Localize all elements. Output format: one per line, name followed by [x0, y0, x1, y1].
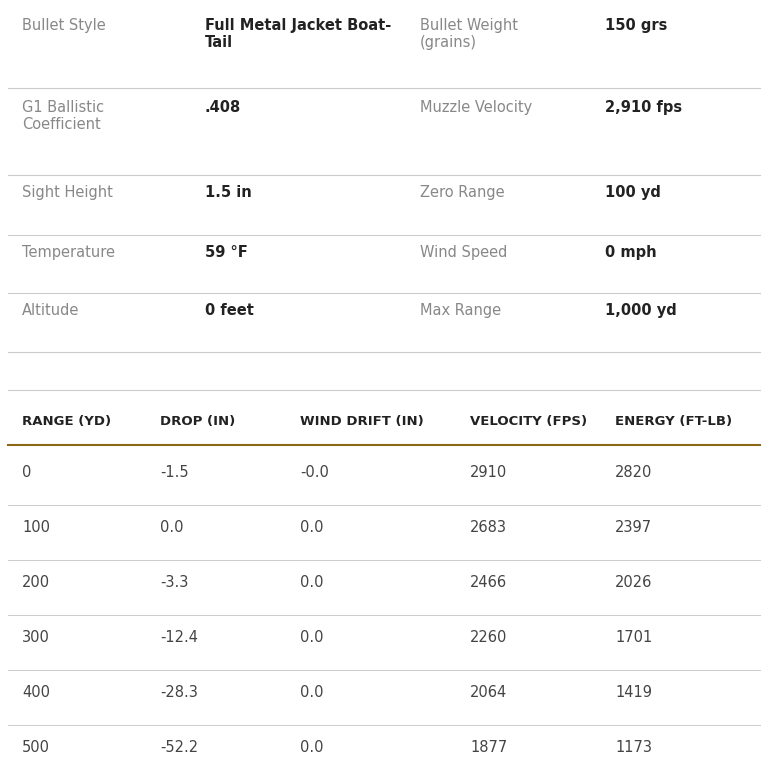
Text: Bullet Style: Bullet Style — [22, 18, 106, 33]
Text: -52.2: -52.2 — [160, 740, 198, 755]
Text: 1877: 1877 — [470, 740, 507, 755]
Text: WIND DRIFT (IN): WIND DRIFT (IN) — [300, 415, 424, 428]
Text: Bullet Weight
(grains): Bullet Weight (grains) — [420, 18, 518, 50]
Text: RANGE (YD): RANGE (YD) — [22, 415, 111, 428]
Text: 2397: 2397 — [615, 520, 652, 535]
Text: -1.5: -1.5 — [160, 465, 189, 480]
Text: 59 °F: 59 °F — [205, 245, 248, 260]
Text: 1.5 in: 1.5 in — [205, 185, 252, 200]
Text: 1419: 1419 — [615, 685, 652, 700]
Text: 1,000 yd: 1,000 yd — [605, 303, 677, 318]
Text: Wind Speed: Wind Speed — [420, 245, 508, 260]
Text: 100: 100 — [22, 520, 50, 535]
Text: Zero Range: Zero Range — [420, 185, 505, 200]
Text: -3.3: -3.3 — [160, 575, 188, 590]
Text: 0.0: 0.0 — [300, 520, 323, 535]
Text: 150 grs: 150 grs — [605, 18, 667, 33]
Text: .408: .408 — [205, 100, 241, 115]
Text: 2,910 fps: 2,910 fps — [605, 100, 682, 115]
Text: 100 yd: 100 yd — [605, 185, 661, 200]
Text: 0: 0 — [22, 465, 31, 480]
Text: 400: 400 — [22, 685, 50, 700]
Text: Max Range: Max Range — [420, 303, 502, 318]
Text: 2910: 2910 — [470, 465, 507, 480]
Text: VELOCITY (FPS): VELOCITY (FPS) — [470, 415, 587, 428]
Text: 2260: 2260 — [470, 630, 508, 645]
Text: 2064: 2064 — [470, 685, 507, 700]
Text: -0.0: -0.0 — [300, 465, 329, 480]
Text: 0.0: 0.0 — [160, 520, 184, 535]
Text: 2820: 2820 — [615, 465, 652, 480]
Text: Altitude: Altitude — [22, 303, 79, 318]
Text: 0 mph: 0 mph — [605, 245, 657, 260]
Text: 200: 200 — [22, 575, 50, 590]
Text: Temperature: Temperature — [22, 245, 115, 260]
Text: 0.0: 0.0 — [300, 740, 323, 755]
Text: -12.4: -12.4 — [160, 630, 198, 645]
Text: DROP (IN): DROP (IN) — [160, 415, 235, 428]
Text: Full Metal Jacket Boat-
Tail: Full Metal Jacket Boat- Tail — [205, 18, 391, 50]
Text: 0.0: 0.0 — [300, 575, 323, 590]
Text: 300: 300 — [22, 630, 50, 645]
Text: ENERGY (FT-LB): ENERGY (FT-LB) — [615, 415, 732, 428]
Text: 0 feet: 0 feet — [205, 303, 254, 318]
Text: Muzzle Velocity: Muzzle Velocity — [420, 100, 532, 115]
Text: 2026: 2026 — [615, 575, 652, 590]
Text: 0.0: 0.0 — [300, 630, 323, 645]
Text: 1173: 1173 — [615, 740, 652, 755]
Text: 0.0: 0.0 — [300, 685, 323, 700]
Text: 2466: 2466 — [470, 575, 507, 590]
Text: 1701: 1701 — [615, 630, 652, 645]
Text: -28.3: -28.3 — [160, 685, 198, 700]
Text: 500: 500 — [22, 740, 50, 755]
Text: 2683: 2683 — [470, 520, 507, 535]
Text: G1 Ballistic
Coefficient: G1 Ballistic Coefficient — [22, 100, 104, 133]
Text: Sight Height: Sight Height — [22, 185, 113, 200]
